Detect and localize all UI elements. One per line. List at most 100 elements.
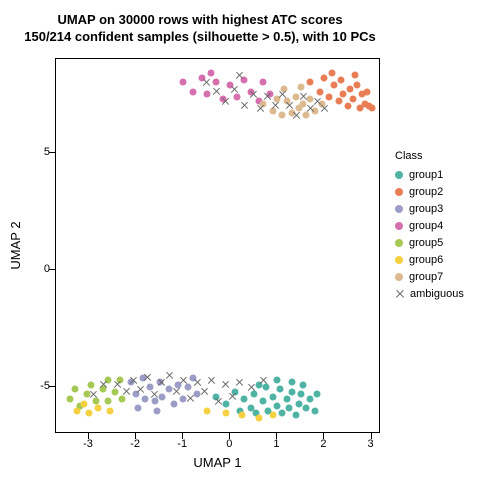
data-point xyxy=(186,394,195,403)
data-point xyxy=(221,97,230,106)
data-point xyxy=(74,407,81,414)
data-point xyxy=(279,112,286,119)
data-point xyxy=(202,78,211,87)
legend-swatch xyxy=(395,188,403,196)
data-point xyxy=(158,393,165,400)
data-point xyxy=(111,388,118,395)
data-point xyxy=(349,95,356,102)
data-point xyxy=(314,391,321,398)
data-point xyxy=(143,373,152,382)
legend: Class group1group2group3group4group5grou… xyxy=(395,150,464,302)
data-point xyxy=(279,409,286,416)
x-tick-label: -3 xyxy=(83,438,93,450)
data-point xyxy=(316,88,323,95)
data-point xyxy=(99,380,108,389)
legend-label: ambiguous xyxy=(410,288,464,300)
data-point xyxy=(256,104,265,113)
data-point xyxy=(297,391,304,398)
data-point xyxy=(113,380,122,389)
data-point xyxy=(347,86,354,93)
data-point xyxy=(262,384,269,391)
legend-swatch xyxy=(395,239,403,247)
data-point xyxy=(193,378,202,387)
legend-swatch xyxy=(395,222,403,230)
data-point xyxy=(292,111,301,120)
data-point xyxy=(89,390,98,399)
legend-label: group5 xyxy=(409,237,443,249)
x-tick-label: 0 xyxy=(226,438,232,450)
data-point xyxy=(278,90,287,99)
data-point xyxy=(104,398,111,405)
legend-swatch xyxy=(395,273,403,281)
legend-item: group6 xyxy=(395,251,464,268)
data-point xyxy=(180,79,187,86)
data-point xyxy=(142,395,149,402)
data-point xyxy=(222,409,229,416)
data-point xyxy=(213,79,220,86)
data-point xyxy=(307,395,314,402)
data-point xyxy=(293,412,300,419)
data-point xyxy=(230,85,239,94)
data-point xyxy=(299,92,308,101)
data-point xyxy=(363,88,370,95)
legend-item: group4 xyxy=(395,217,464,234)
data-point xyxy=(234,93,241,100)
data-point xyxy=(271,101,280,110)
data-point xyxy=(122,387,131,396)
legend-label: group4 xyxy=(409,220,443,232)
legend-label: group6 xyxy=(409,254,443,266)
data-point xyxy=(307,79,314,86)
data-point xyxy=(328,70,335,77)
data-point xyxy=(71,386,78,393)
legend-item: group2 xyxy=(395,183,464,200)
data-point xyxy=(239,412,246,419)
y-tick-label: 0 xyxy=(28,263,50,275)
y-axis-label: UMAP 2 xyxy=(8,58,28,433)
data-point xyxy=(241,395,248,402)
data-point xyxy=(165,371,174,380)
data-point xyxy=(283,395,290,402)
data-point xyxy=(312,407,319,414)
y-tick-label: -5 xyxy=(28,380,50,392)
data-point xyxy=(285,101,294,110)
legend-swatch xyxy=(395,256,403,264)
data-point xyxy=(297,84,304,91)
data-point xyxy=(151,398,158,405)
data-point xyxy=(222,400,229,407)
legend-item: ambiguous xyxy=(395,285,464,302)
data-point xyxy=(255,414,262,421)
data-point xyxy=(129,376,138,385)
legend-item: group7 xyxy=(395,268,464,285)
legend-label: group1 xyxy=(409,169,443,181)
data-point xyxy=(269,393,276,400)
data-point xyxy=(247,383,256,392)
legend-label: group7 xyxy=(409,271,443,283)
data-point xyxy=(118,395,125,402)
x-tick-label: 1 xyxy=(273,438,279,450)
legend-swatch xyxy=(395,171,403,179)
data-point xyxy=(172,387,181,396)
data-point xyxy=(88,381,95,388)
data-point xyxy=(337,77,344,84)
legend-label: group3 xyxy=(409,203,443,215)
data-point xyxy=(269,412,276,419)
data-point xyxy=(212,87,221,96)
data-point xyxy=(81,400,88,407)
data-point xyxy=(135,405,142,412)
legend-item: group3 xyxy=(395,200,464,217)
x-tick-label: 2 xyxy=(320,438,326,450)
data-point xyxy=(179,376,188,385)
data-point xyxy=(67,395,74,402)
data-point xyxy=(326,93,333,100)
data-point xyxy=(203,91,210,98)
legend-item: group1 xyxy=(395,166,464,183)
data-point xyxy=(184,384,191,391)
data-point xyxy=(302,405,309,412)
data-point xyxy=(288,379,295,386)
x-tick-label: -1 xyxy=(177,438,187,450)
data-point xyxy=(259,376,268,385)
data-point xyxy=(345,102,352,109)
x-tick-label: 3 xyxy=(368,438,374,450)
plot-title: UMAP on 30000 rows with highest ATC scor… xyxy=(0,12,400,46)
data-point xyxy=(335,98,342,105)
